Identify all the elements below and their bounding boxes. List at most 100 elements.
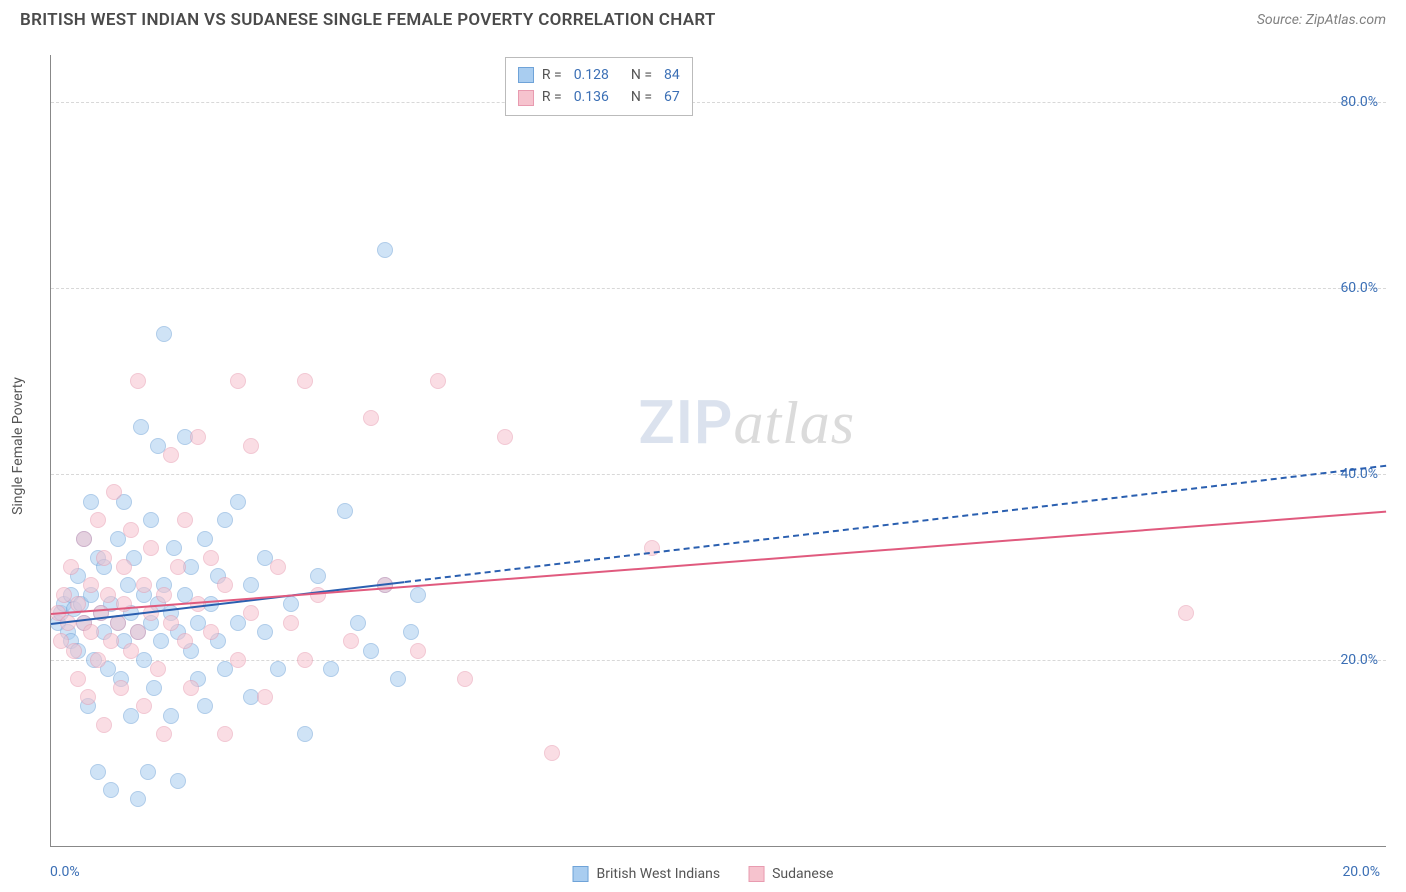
scatter-point <box>217 726 233 742</box>
scatter-point <box>143 512 159 528</box>
scatter-point <box>297 726 313 742</box>
x-axis-min-label: 0.0% <box>50 864 80 880</box>
scatter-point <box>297 373 313 389</box>
scatter-point <box>90 652 106 668</box>
r-label: R = <box>542 64 562 86</box>
scatter-point <box>130 791 146 807</box>
scatter-point <box>203 550 219 566</box>
scatter-point <box>83 494 99 510</box>
scatter-point <box>130 624 146 640</box>
watermark-zip: ZIP <box>638 387 733 458</box>
r-value: 0.136 <box>574 86 609 108</box>
scatter-point <box>150 661 166 677</box>
stats-legend: R =0.128N =84R =0.136N =67 <box>505 57 693 116</box>
scatter-point <box>177 633 193 649</box>
y-tick-label: 80.0% <box>1340 94 1378 110</box>
scatter-point <box>83 577 99 593</box>
scatter-point <box>136 577 152 593</box>
scatter-point <box>270 661 286 677</box>
scatter-point <box>123 522 139 538</box>
series-legend: British West Indians Sudanese <box>573 866 834 882</box>
scatter-point <box>430 373 446 389</box>
legend-swatch <box>518 67 534 83</box>
scatter-point <box>163 708 179 724</box>
scatter-point <box>133 419 149 435</box>
scatter-point <box>410 587 426 603</box>
scatter-point <box>270 559 286 575</box>
scatter-point <box>497 429 513 445</box>
scatter-point <box>177 512 193 528</box>
scatter-point <box>363 643 379 659</box>
scatter-point <box>243 577 259 593</box>
watermark-atlas: atlas <box>733 390 855 456</box>
n-value: 84 <box>664 64 680 86</box>
scatter-plot-area: ZIPatlas 20.0%40.0%60.0%80.0%R =0.128N =… <box>50 55 1386 847</box>
stats-legend-row: R =0.128N =84 <box>518 64 680 86</box>
scatter-point <box>1178 605 1194 621</box>
scatter-point <box>297 652 313 668</box>
scatter-point <box>197 698 213 714</box>
scatter-point <box>377 242 393 258</box>
scatter-point <box>156 726 172 742</box>
gridline <box>51 474 1386 475</box>
scatter-point <box>170 773 186 789</box>
chart-title: BRITISH WEST INDIAN VS SUDANESE SINGLE F… <box>20 10 716 30</box>
scatter-point <box>70 671 86 687</box>
scatter-point <box>136 698 152 714</box>
gridline <box>51 288 1386 289</box>
scatter-point <box>76 531 92 547</box>
scatter-point <box>163 615 179 631</box>
scatter-point <box>120 577 136 593</box>
legend-item: British West Indians <box>573 866 721 882</box>
scatter-point <box>66 643 82 659</box>
legend-label: British West Indians <box>597 866 721 882</box>
scatter-point <box>230 652 246 668</box>
stats-legend-row: R =0.136N =67 <box>518 86 680 108</box>
scatter-point <box>230 373 246 389</box>
scatter-point <box>390 671 406 687</box>
scatter-point <box>100 587 116 603</box>
scatter-point <box>63 559 79 575</box>
scatter-point <box>343 633 359 649</box>
scatter-point <box>323 661 339 677</box>
scatter-point <box>123 643 139 659</box>
scatter-point <box>544 745 560 761</box>
scatter-point <box>283 596 299 612</box>
y-axis-label: Single Female Poverty <box>10 377 26 515</box>
scatter-point <box>183 680 199 696</box>
scatter-point <box>257 624 273 640</box>
scatter-point <box>350 615 366 631</box>
scatter-point <box>363 410 379 426</box>
scatter-point <box>243 438 259 454</box>
scatter-point <box>457 671 473 687</box>
scatter-point <box>337 503 353 519</box>
scatter-point <box>96 550 112 566</box>
legend-swatch <box>573 866 589 882</box>
scatter-point <box>217 512 233 528</box>
scatter-point <box>310 568 326 584</box>
scatter-point <box>113 680 129 696</box>
scatter-point <box>90 512 106 528</box>
y-tick-label: 60.0% <box>1340 280 1378 296</box>
scatter-point <box>230 494 246 510</box>
scatter-point <box>103 782 119 798</box>
scatter-point <box>146 680 162 696</box>
scatter-point <box>130 373 146 389</box>
scatter-point <box>140 764 156 780</box>
scatter-point <box>197 531 213 547</box>
scatter-point <box>410 643 426 659</box>
scatter-point <box>257 689 273 705</box>
scatter-point <box>153 633 169 649</box>
n-value: 67 <box>664 86 680 108</box>
scatter-point <box>203 624 219 640</box>
legend-label: Sudanese <box>772 866 833 882</box>
scatter-point <box>143 540 159 556</box>
scatter-point <box>243 605 259 621</box>
scatter-point <box>83 624 99 640</box>
legend-item: Sudanese <box>748 866 833 882</box>
scatter-point <box>170 559 186 575</box>
scatter-point <box>403 624 419 640</box>
legend-swatch <box>518 90 534 106</box>
scatter-point <box>156 326 172 342</box>
gridline <box>51 660 1386 661</box>
